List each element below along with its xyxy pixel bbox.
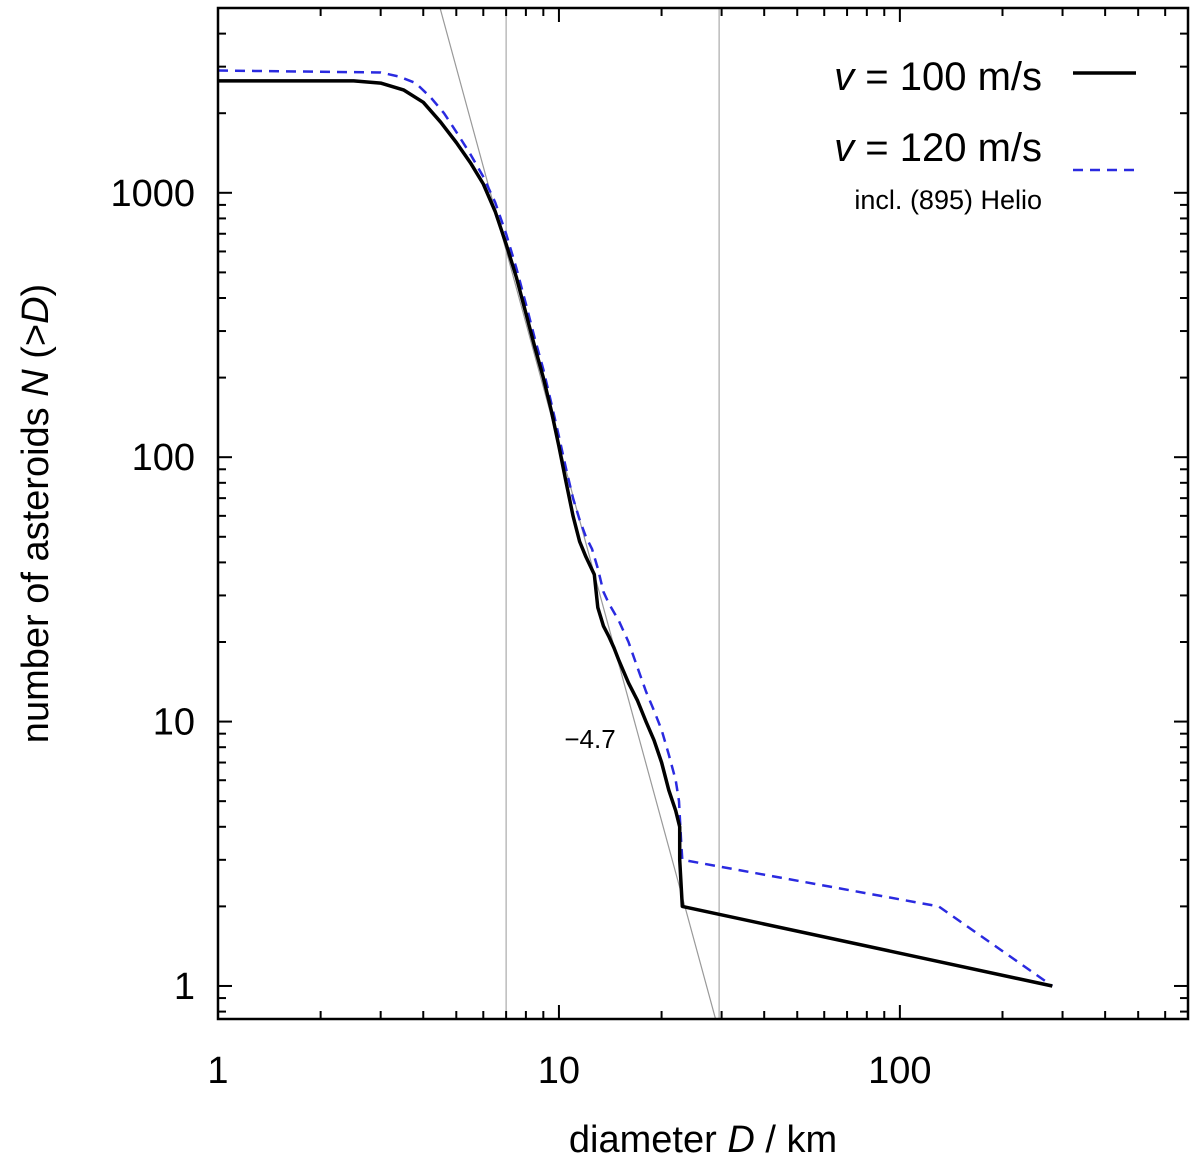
slope-annotation: −4.7 <box>564 724 615 754</box>
x-axis-label-var: D <box>727 1119 754 1161</box>
series-line-100ms <box>218 79 1053 988</box>
x-tick-label: 10 <box>538 1050 580 1092</box>
y-tick-label: 10 <box>153 702 195 744</box>
x-axis-label-text: diameter <box>569 1119 727 1161</box>
series-layer <box>218 69 1054 988</box>
label-layer: 1 10 100 1 10 100 1000 diameter D / km number of… <box>15 173 932 1161</box>
legend-entry-sublabel: incl. (895) Helio <box>854 185 1042 215</box>
y-axis-label-var: D <box>15 296 57 323</box>
legend-entry-label: v = 120 m/s <box>834 126 1042 170</box>
legend-label-var: v <box>834 55 856 99</box>
legend-label-var: v <box>834 126 856 170</box>
plot-frame <box>216 6 1190 1021</box>
legend-label-text: = 100 m/s <box>854 55 1042 99</box>
y-axis-label-text: (> <box>15 324 57 369</box>
y-axis-label: number of asteroids N (>D) <box>15 284 57 743</box>
y-tick-label: 1 <box>174 966 195 1008</box>
y-tick-label: 1000 <box>110 173 195 215</box>
y-axis-label-text: number of asteroids <box>15 397 57 743</box>
grid-layer <box>505 8 720 1019</box>
x-axis-label: diameter D / km <box>569 1119 837 1161</box>
series-line-120ms <box>218 69 1054 988</box>
legend-label-text: = 120 m/s <box>854 126 1042 170</box>
y-axis-label-var: N <box>15 369 57 397</box>
x-axis-label-text: / km <box>755 1119 837 1161</box>
x-tick-label: 100 <box>868 1050 931 1092</box>
x-tick-label: 1 <box>207 1050 228 1092</box>
tick-layer <box>217 7 1189 1019</box>
legend-entry-label: v = 100 m/s <box>834 55 1042 99</box>
y-axis-label-text: ) <box>15 284 57 297</box>
y-tick-label: 100 <box>132 437 195 479</box>
